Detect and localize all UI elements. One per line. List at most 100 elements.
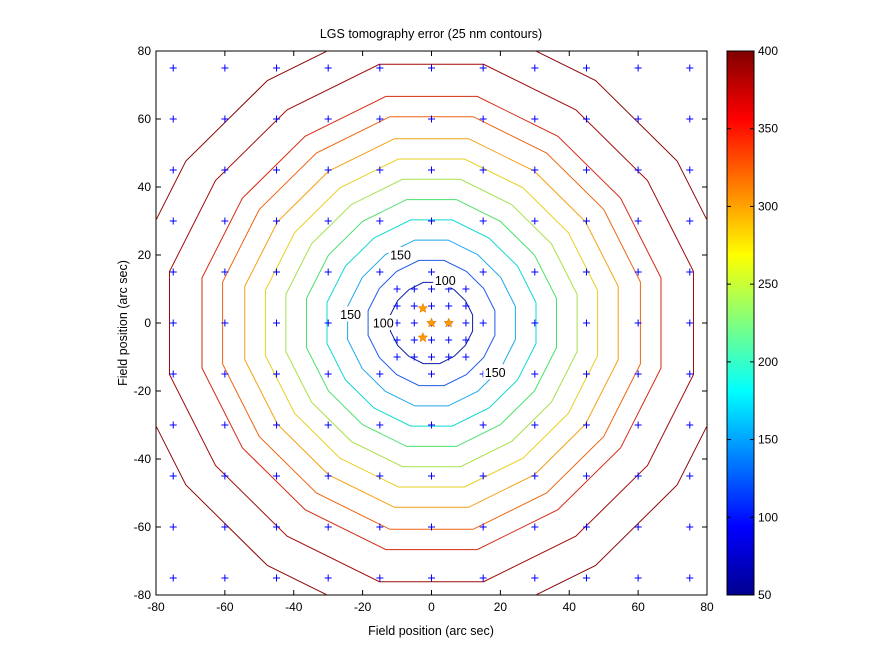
grid-point-marker — [376, 370, 384, 378]
grid-point-marker — [324, 421, 332, 429]
grid-point-marker — [531, 523, 539, 531]
y-axis-label: Field position (arc sec) — [116, 260, 130, 386]
grid-point-marker — [445, 336, 453, 344]
grid-point-marker — [686, 574, 694, 582]
grid-point-marker — [428, 64, 435, 72]
grid-point-marker — [462, 353, 470, 361]
grid-point-marker — [445, 353, 453, 361]
grid-point-marker — [531, 574, 539, 582]
grid-point-marker — [428, 421, 435, 429]
grid-point-marker — [324, 115, 332, 123]
grid-point-marker — [324, 574, 332, 582]
contour-label: 150 — [485, 366, 506, 380]
grid-point-marker — [428, 115, 435, 123]
grid-point-marker — [531, 421, 539, 429]
grid-point-marker — [462, 336, 470, 344]
grid-point-marker — [634, 319, 642, 327]
grid-point-marker — [169, 523, 177, 531]
contour-125 — [367, 259, 496, 387]
grid-point-marker — [479, 574, 487, 582]
grid-point-marker — [686, 64, 694, 72]
grid-point-marker — [428, 285, 435, 293]
grid-point-marker — [634, 421, 642, 429]
grid-point-marker — [531, 319, 539, 327]
grid-point-marker — [221, 574, 229, 582]
contour-label-background — [371, 315, 396, 330]
contour-300 — [222, 116, 641, 530]
grid-point-marker — [531, 370, 539, 378]
grid-point-marker — [376, 523, 384, 531]
grid-point-marker — [221, 115, 229, 123]
grid-point-marker — [221, 319, 229, 327]
grid-point-marker — [582, 268, 590, 276]
grid-point-marker — [479, 166, 487, 174]
grid-point-marker — [273, 166, 281, 174]
grid-point-marker — [479, 523, 487, 531]
grid-point-marker — [462, 319, 470, 327]
contour-label: 100 — [373, 317, 394, 331]
grid-point-marker — [221, 421, 229, 429]
grid-point-marker — [428, 166, 435, 174]
grid-point-marker — [376, 115, 384, 123]
grid-point-marker — [531, 472, 539, 480]
grid-point-marker — [428, 574, 435, 582]
grid-point-marker — [428, 523, 435, 531]
grid-point-marker — [582, 472, 590, 480]
grid-point-marker — [410, 302, 418, 310]
grid-point-marker — [634, 217, 642, 225]
grid-point-marker — [445, 302, 453, 310]
grid-point-marker — [221, 64, 229, 72]
grid-point-marker — [479, 421, 487, 429]
contour-label-background — [388, 247, 413, 262]
grid-point-marker — [273, 268, 281, 276]
grid-point-marker — [531, 64, 539, 72]
grid-point-marker — [531, 166, 539, 174]
grid-point-marker — [410, 336, 418, 344]
x-tick-label: 80 — [700, 600, 714, 614]
grid-point-marker — [582, 421, 590, 429]
grid-point-marker — [479, 319, 487, 327]
grid-point-marker — [686, 217, 694, 225]
grid-point-marker — [221, 217, 229, 225]
grid-point-marker — [324, 370, 332, 378]
grid-point-marker — [686, 370, 694, 378]
colorbar-tick-label: 150 — [758, 433, 778, 447]
y-tick-label: -20 — [134, 384, 152, 398]
grid-point-marker — [462, 302, 470, 310]
grid-point-marker — [169, 115, 177, 123]
grid-point-marker — [410, 285, 418, 293]
grid-point-marker — [582, 64, 590, 72]
grid-point-marker — [428, 353, 435, 361]
contour-label: 100 — [435, 274, 456, 288]
grid-point-marker — [376, 574, 384, 582]
grid-point-marker — [324, 523, 332, 531]
grid-point-marker — [634, 268, 642, 276]
grid-point-marker — [428, 302, 435, 310]
guide-star-markers — [417, 302, 455, 343]
grid-point-marker — [169, 319, 177, 327]
colorbar-tick-label: 200 — [758, 355, 778, 369]
grid-point-marker — [376, 268, 384, 276]
grid-point-marker — [410, 353, 418, 361]
x-tick-label: 20 — [494, 600, 508, 614]
grid-point-marker — [686, 115, 694, 123]
grid-point-marker — [376, 64, 384, 72]
colorbar-tick-label: 50 — [758, 588, 772, 602]
grid-point-marker — [582, 523, 590, 531]
grid-point-marker — [582, 115, 590, 123]
x-axis-ticks: -80 -60 -40 -20 0 20 40 60 80 — [147, 51, 714, 614]
grid-point-marker — [531, 217, 539, 225]
grid-point-marker — [428, 336, 435, 344]
chart-title: LGS tomography error (25 nm contours) — [320, 27, 542, 41]
colorbar-ticks: 400 350 300 250 200 150 100 50 — [727, 44, 778, 602]
grid-point-marker — [221, 268, 229, 276]
colorbar-tick-label: 400 — [758, 44, 778, 58]
colorbar-tick-label: 250 — [758, 277, 778, 291]
grid-point-marker — [686, 166, 694, 174]
grid-point-marker — [634, 64, 642, 72]
grid-point-marker — [634, 472, 642, 480]
grid-point-marker — [393, 353, 401, 361]
grid-point-marker — [273, 523, 281, 531]
guide-star — [417, 302, 429, 313]
grid-point-marker — [169, 574, 177, 582]
